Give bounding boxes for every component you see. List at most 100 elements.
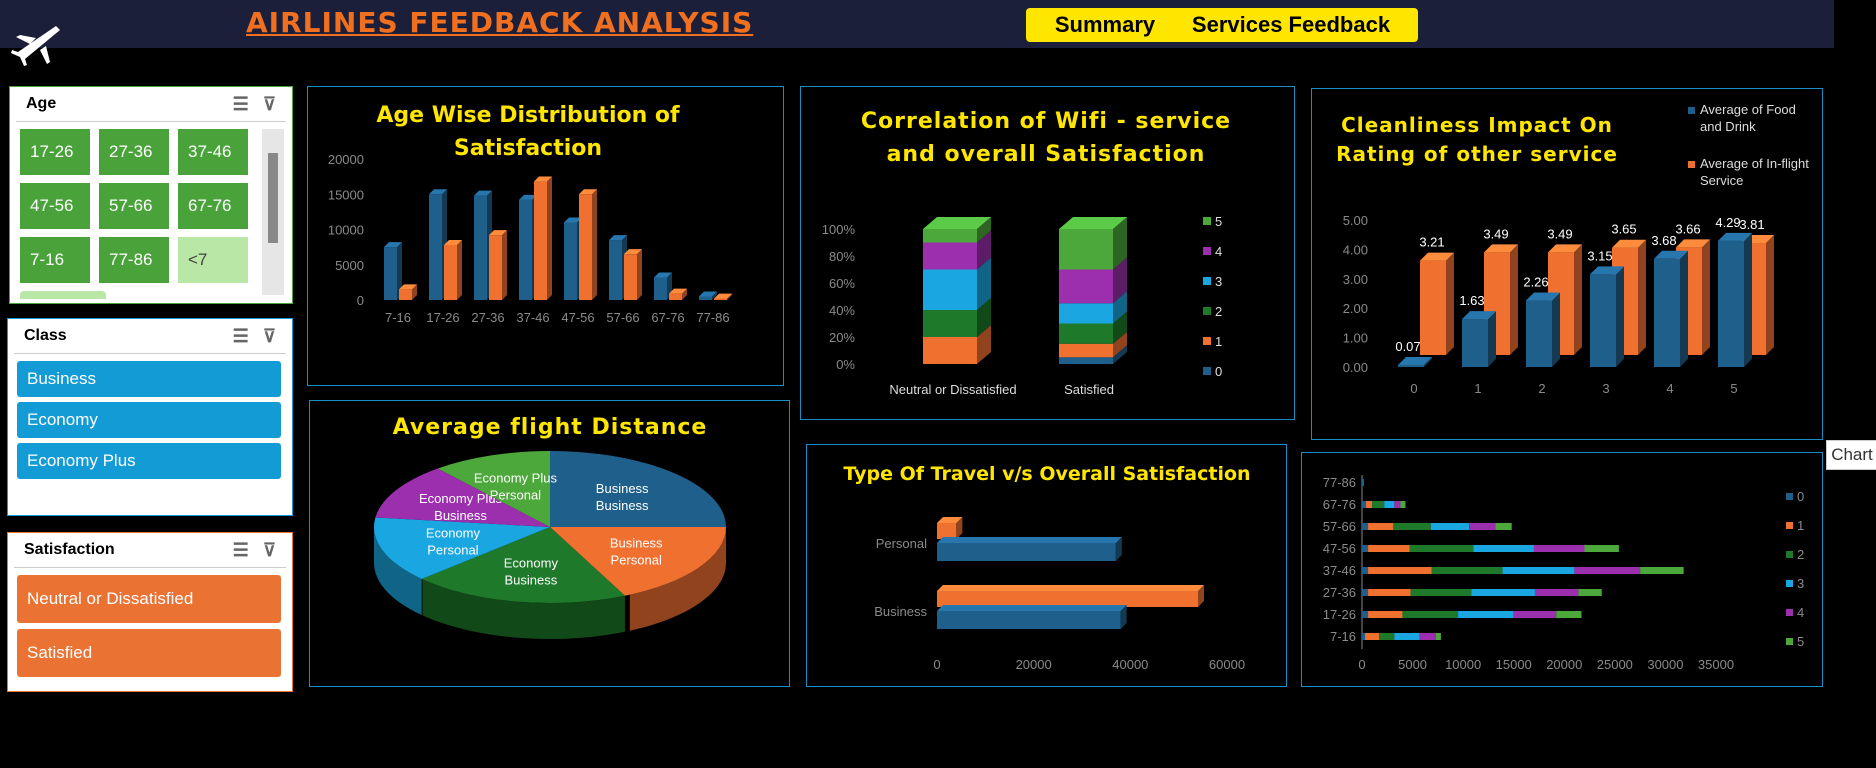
stack-xtick: 20000 — [1546, 657, 1582, 672]
clear-filter-icon[interactable]: ⊽ — [262, 93, 276, 114]
travel-chart-title: Type Of Travel v/s Overall Satisfaction — [843, 463, 1251, 485]
summary-button[interactable]: Summary — [1026, 8, 1184, 42]
travel-chart-panel[interactable]: Type Of Travel v/s Overall Satisfaction … — [806, 444, 1287, 687]
age-tile-7-16[interactable]: 7-16 — [20, 237, 90, 283]
age-tile-under-7[interactable]: <7 — [178, 237, 248, 283]
multi-select-icon[interactable]: ☰ — [232, 539, 249, 560]
clean-label-orange: 3.66 — [1675, 221, 1700, 236]
stack-segment — [1362, 611, 1369, 618]
age-bar-orange-top — [669, 288, 687, 294]
pie-label: Business — [596, 481, 649, 496]
wifi-segment-side — [977, 230, 991, 270]
age-bar-blue-side — [397, 242, 402, 300]
travel-bar-blue-top — [937, 605, 1127, 611]
age-tile-37-46[interactable]: 37-46 — [178, 129, 248, 175]
wifi-ytick: 60% — [829, 276, 855, 291]
wifi-segment-side — [977, 298, 991, 337]
clean-ytick: 3.00 — [1343, 272, 1368, 287]
pie-slice — [375, 468, 550, 527]
wifi-segment-side — [1113, 331, 1127, 358]
travel-bar-blue — [937, 611, 1121, 629]
age-tile-17-26[interactable]: 17-26 — [20, 129, 90, 175]
age-bar-blue-top — [609, 235, 627, 241]
cleanliness-chart-panel[interactable]: Cleanliness Impact On Rating of other se… — [1311, 88, 1823, 440]
clean-label-orange: 3.81 — [1739, 217, 1764, 232]
stack-legend-label: 1 — [1797, 518, 1804, 533]
class-tile-economy-plus[interactable]: Economy Plus — [17, 443, 281, 479]
age-bar-orange-top — [444, 240, 462, 246]
stack-segment — [1556, 611, 1582, 618]
wifi-segment-side — [1113, 311, 1127, 344]
wifi-segment-top — [1059, 217, 1127, 229]
age-tile-77-86[interactable]: 77-86 — [99, 237, 169, 283]
clean-bar-orange — [1420, 260, 1446, 355]
travel-bar-orange-side — [956, 517, 963, 539]
wifi-chart-panel[interactable]: Correlation of Wifi - service and overal… — [800, 86, 1295, 420]
age-bar-blue — [384, 247, 397, 300]
stacked-chart-panel[interactable]: 77-86 67-76 57-66 47-56 37-46 27-36 17-26 7-16 0… — [1301, 452, 1823, 687]
wifi-segment — [1059, 303, 1113, 324]
age-bar-orange — [669, 293, 682, 300]
travel-bar-orange — [937, 591, 1198, 607]
clean-legend-label-2: Average of In-flight — [1700, 156, 1809, 171]
satisfaction-slicer: Satisfaction ☰ ⊽ Neutral or Dissatisfied … — [7, 532, 293, 692]
satisfaction-tile-neutral[interactable]: Neutral or Dissatisfied — [17, 575, 281, 623]
wifi-segment-side — [1113, 217, 1127, 270]
stack-ytick: 27-36 — [1323, 585, 1356, 600]
pie-slice-side — [629, 527, 726, 631]
clean-ytick: 1.00 — [1343, 331, 1368, 346]
age-tile-57-66[interactable]: 57-66 — [99, 183, 169, 229]
stack-segment — [1368, 567, 1432, 574]
class-tile-business[interactable]: Business — [17, 361, 281, 397]
multi-select-icon[interactable]: ☰ — [232, 325, 249, 346]
age-bar-orange — [579, 194, 592, 300]
pie-label: Personal — [490, 488, 541, 503]
age-tile-27-36[interactable]: 27-36 — [99, 129, 169, 175]
stack-segment — [1394, 633, 1420, 640]
stack-segment — [1362, 479, 1365, 486]
slicer-scrollbar[interactable] — [262, 129, 284, 295]
clean-label-blue: 0.07 — [1395, 339, 1420, 354]
pie-label: Business — [504, 572, 557, 587]
stack-legend-swatch — [1786, 493, 1793, 500]
wifi-segment — [923, 310, 977, 337]
scrollbar-thumb[interactable] — [268, 153, 278, 243]
pie-slice-side — [374, 527, 422, 616]
clean-bar-blue-top — [1590, 266, 1624, 275]
clean-bar-orange-side — [1446, 252, 1454, 355]
satisfaction-tile-satisfied[interactable]: Satisfied — [17, 629, 281, 677]
age-chart-panel[interactable]: Age Wise Distribution of Satisfaction 20… — [307, 86, 784, 386]
class-tile-economy[interactable]: Economy — [17, 402, 281, 438]
age-tile-partial[interactable] — [20, 291, 106, 299]
age-xtick: 57-66 — [606, 310, 639, 325]
stack-segment — [1379, 633, 1395, 640]
travel-bar-blue-side — [1115, 537, 1122, 561]
multi-select-icon[interactable]: ☰ — [232, 93, 249, 114]
services-feedback-button[interactable]: Services Feedback — [1164, 8, 1418, 42]
stack-segment — [1393, 523, 1431, 530]
travel-ytick: Personal — [876, 536, 927, 551]
wifi-legend-swatch — [1203, 367, 1211, 375]
clean-ytick: 5.00 — [1343, 213, 1368, 228]
age-ytick: 15000 — [328, 187, 364, 202]
distance-chart-panel[interactable]: Average flight Distance Business Business… — [309, 400, 790, 687]
stack-segment — [1533, 545, 1585, 552]
clean-bar-blue-side — [1616, 266, 1624, 367]
stack-segment — [1473, 545, 1534, 552]
wifi-segment — [1059, 323, 1113, 344]
clean-bar-blue — [1718, 240, 1744, 367]
age-ytick: 20000 — [328, 152, 364, 167]
clear-filter-icon[interactable]: ⊽ — [262, 325, 276, 346]
dashboard-title: AIRLINES FEEDBACK ANALYSIS — [246, 6, 754, 39]
clean-label-blue: 2.26 — [1523, 275, 1548, 290]
wifi-xtick: Satisfied — [1064, 382, 1114, 397]
age-ytick: 5000 — [335, 258, 364, 273]
distance-chart-title: Average flight Distance — [392, 415, 708, 440]
age-tile-47-56[interactable]: 47-56 — [20, 183, 90, 229]
class-slicer-header: Class ☰ ⊽ — [14, 319, 286, 354]
clear-filter-icon[interactable]: ⊽ — [262, 539, 276, 560]
stack-segment — [1362, 523, 1369, 530]
stack-segment — [1368, 611, 1403, 618]
stack-segment — [1384, 501, 1395, 508]
age-tile-67-76[interactable]: 67-76 — [178, 183, 248, 229]
